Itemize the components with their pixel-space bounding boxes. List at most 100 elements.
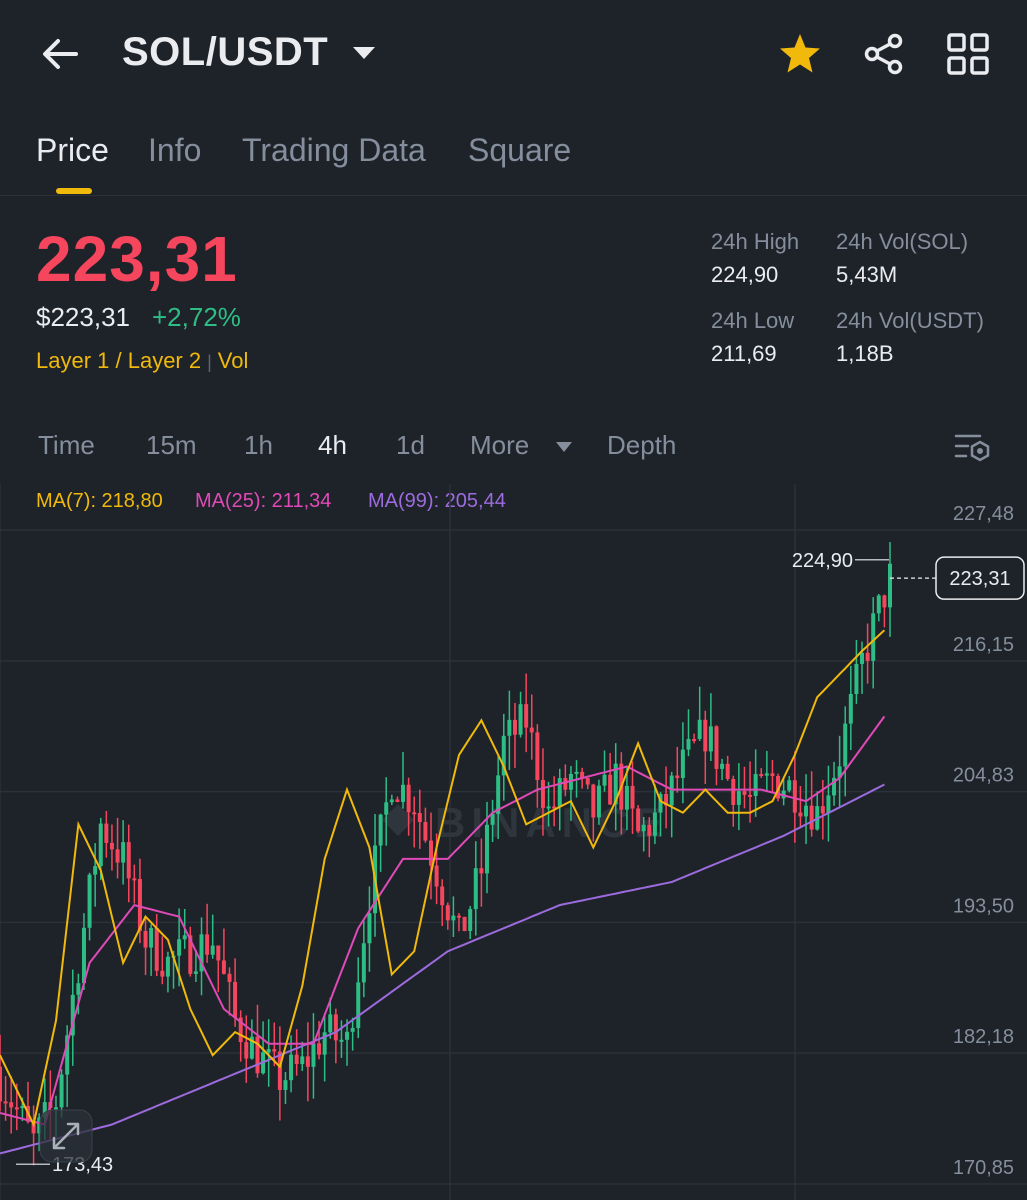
candle-body <box>20 1106 25 1109</box>
candle-body <box>468 909 473 931</box>
last-price-label: 223,31 <box>949 568 1010 590</box>
tab-square[interactable]: Square <box>468 132 572 168</box>
tag-layer[interactable]: Layer 1 / Layer 2 <box>36 348 202 373</box>
candle-body <box>266 1049 271 1053</box>
candle-body <box>14 1107 19 1110</box>
tag-vol[interactable]: Vol <box>217 348 249 373</box>
candle-body <box>277 1051 282 1090</box>
candle-body <box>535 732 540 781</box>
ma25-legend: MA(25): 211,34 <box>195 490 332 512</box>
candle-body <box>473 868 478 910</box>
candle-body <box>182 935 187 940</box>
tf-15m[interactable]: 15m <box>146 430 197 460</box>
high-label: 24h High <box>711 229 800 254</box>
candle-body <box>507 719 512 736</box>
candle-body <box>826 795 831 814</box>
candle-body <box>630 785 635 809</box>
last-price: 223,31 <box>36 223 238 295</box>
candle-body <box>759 774 764 777</box>
vol-usdt-value: 1,18B <box>836 341 894 366</box>
caret-down-icon[interactable] <box>350 44 378 62</box>
candle-body <box>53 1107 58 1110</box>
candle-body <box>456 915 461 918</box>
candle-body <box>126 842 131 879</box>
tab-trading-data[interactable]: Trading Data <box>242 132 426 168</box>
candle-body <box>451 915 456 921</box>
candle-body <box>524 704 529 728</box>
candle-body <box>798 812 803 817</box>
candlestick-chart[interactable]: BINANCE 227,48216,15204,83193,50182,1817… <box>0 484 1027 1200</box>
candle-body <box>70 994 75 1036</box>
last-price-box <box>935 556 1025 600</box>
candle-body <box>882 595 887 608</box>
candle-body <box>154 928 159 971</box>
candle-body <box>574 771 579 774</box>
more-caret-icon[interactable] <box>554 440 574 454</box>
tab-bar: Price Info Trading Data Square <box>0 118 1027 196</box>
tf-4h[interactable]: 4h <box>318 430 347 460</box>
tf-1d[interactable]: 1d <box>396 430 425 460</box>
candle-body <box>664 793 669 806</box>
candle-body <box>624 785 629 810</box>
candle-body <box>356 982 361 1029</box>
fullscreen-button[interactable] <box>39 1109 93 1163</box>
candle-body <box>748 794 753 797</box>
candle-body <box>708 726 713 752</box>
candle-body <box>31 1121 36 1134</box>
candle-body <box>59 1074 64 1108</box>
candle-body <box>37 1117 42 1134</box>
candle-body <box>384 802 389 815</box>
candle-body <box>552 806 557 809</box>
candle-body <box>865 652 870 661</box>
candle-body <box>216 945 221 961</box>
vol-sol-value: 5,43M <box>836 262 898 287</box>
tf-depth[interactable]: Depth <box>607 430 677 460</box>
candle-body <box>736 791 741 805</box>
candle-body <box>339 1039 344 1042</box>
candle-body <box>350 1028 355 1032</box>
tab-price[interactable]: Price <box>36 132 109 168</box>
share-icon[interactable] <box>860 30 908 78</box>
candle-body <box>860 652 865 664</box>
candle-body <box>0 1066 2 1102</box>
candle-body <box>401 784 406 802</box>
candle-body <box>149 928 154 948</box>
candle-body <box>305 1056 310 1067</box>
y-tick-label: 204,83 <box>953 765 1014 787</box>
candle-body <box>160 970 165 977</box>
candle-body <box>87 874 92 928</box>
candle-body <box>546 806 551 809</box>
pair-title[interactable]: SOL/USDT <box>122 30 329 74</box>
candle-body <box>647 824 652 836</box>
star-icon[interactable] <box>776 30 824 78</box>
tf-more[interactable]: More <box>470 430 530 460</box>
high-value: 224,90 <box>711 262 779 287</box>
tab-info[interactable]: Info <box>148 132 202 168</box>
grid-icon[interactable] <box>944 30 992 78</box>
candle-body <box>585 777 590 785</box>
ma99-legend: MA(99): 205,44 <box>368 490 506 512</box>
candle-body <box>580 771 585 778</box>
candle-body <box>345 1031 350 1040</box>
candle-body <box>121 842 126 863</box>
price-change: +2,72% <box>152 302 241 332</box>
candle-body <box>289 1054 294 1081</box>
candle-body <box>675 775 680 779</box>
candle-body <box>557 778 562 807</box>
candle-body <box>697 719 702 740</box>
chart-settings-icon[interactable] <box>952 428 992 468</box>
tf-1h[interactable]: 1h <box>244 430 273 460</box>
candle-body <box>233 981 238 1018</box>
back-arrow-icon[interactable] <box>36 30 84 78</box>
candle-body <box>132 878 137 881</box>
tf-time[interactable]: Time <box>38 430 95 460</box>
candle-body <box>109 842 114 850</box>
low-label: 24h Low <box>711 308 795 333</box>
y-tick-label: 182,18 <box>953 1026 1014 1048</box>
candle-body <box>193 971 198 974</box>
candle-body <box>244 1042 249 1059</box>
candle-body <box>804 805 809 817</box>
candle-body <box>333 1014 338 1041</box>
candle-body <box>641 824 646 832</box>
ma7-legend: MA(7): 218,80 <box>36 490 163 512</box>
